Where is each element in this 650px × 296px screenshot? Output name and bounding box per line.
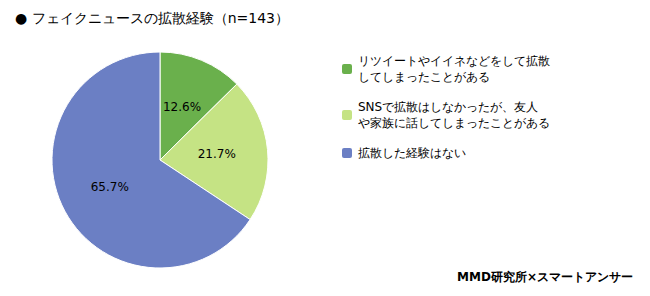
svg-text:● フェイクニュースの拡散経験（n=143）: ● フェイクニュースの拡散経験（n=143） <box>15 10 289 26</box>
svg-text:MMD研究所×スマートアンサー: MMD研究所×スマートアンサー <box>457 270 633 284</box>
svg-text:12.6%: 12.6% <box>163 100 201 114</box>
svg-text:拡散した経験はない: 拡散した経験はない <box>358 146 466 160</box>
svg-text:SNSで拡散はしなかったが、友人: SNSで拡散はしなかったが、友人 <box>358 100 538 114</box>
svg-text:や家族に話してしまったことがある: や家族に話してしまったことがある <box>358 116 550 130</box>
svg-text:21.7%: 21.7% <box>198 147 236 161</box>
svg-text:リツイートやイイネなどをして拡散: リツイートやイイネなどをして拡散 <box>358 54 550 68</box>
svg-text:65.7%: 65.7% <box>91 180 129 194</box>
svg-text:してしまったことがある: してしまったことがある <box>358 70 490 84</box>
